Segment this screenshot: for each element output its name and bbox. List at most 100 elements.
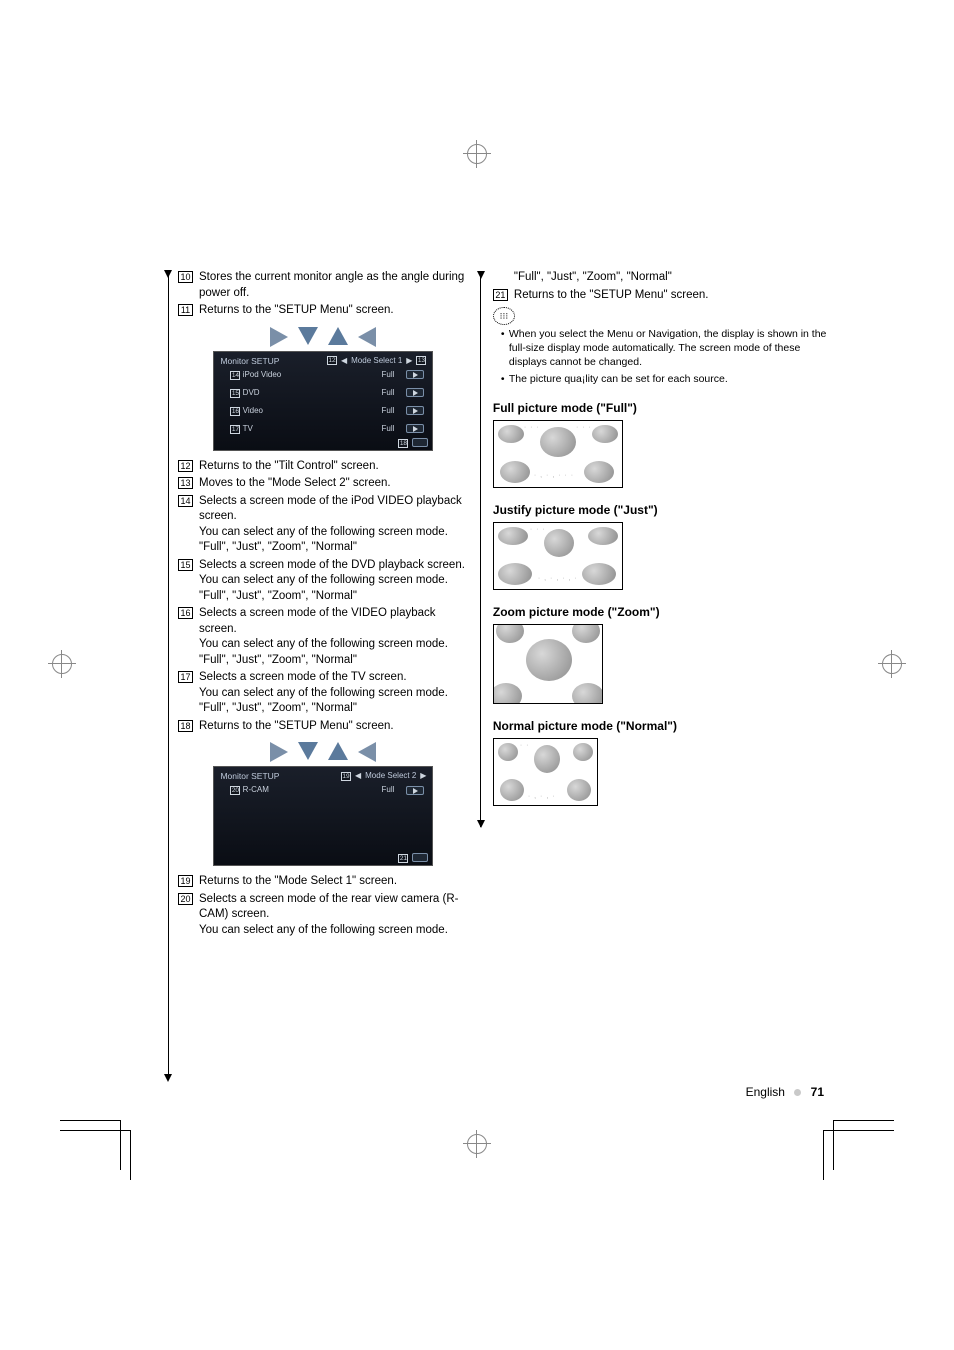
arrow-up-icon bbox=[328, 327, 348, 345]
item-text: Returns to the "SETUP Menu" screen. bbox=[199, 303, 469, 319]
item-text: "Full", "Just", "Zoom", "Normal" bbox=[514, 270, 830, 286]
item-line: "Full", "Just", "Zoom", "Normal" bbox=[199, 541, 357, 553]
callout-box: 13 bbox=[416, 356, 426, 365]
play-button-icon bbox=[406, 388, 424, 397]
screenshot-row: 20 R-CAM Full bbox=[230, 785, 424, 796]
footer-language: English bbox=[746, 1085, 785, 1099]
row-value: Full bbox=[382, 424, 401, 435]
registration-mark-icon bbox=[463, 140, 491, 168]
play-button-icon bbox=[406, 406, 424, 415]
item-number-box: 16 bbox=[178, 607, 193, 619]
registration-mark-icon bbox=[48, 650, 76, 678]
item-line: Selects a screen mode of the iPod VIDEO … bbox=[199, 495, 462, 523]
footer-page-number: 71 bbox=[811, 1085, 824, 1099]
note-list: When you select the Menu or Navigation, … bbox=[501, 327, 830, 386]
item-text: Returns to the "SETUP Menu" screen. bbox=[514, 288, 830, 304]
screenshot-title: Monitor SETUP bbox=[220, 771, 279, 782]
arrow-left-icon bbox=[358, 327, 376, 347]
screenshot-header-right: 19 ◀ Mode Select 2 ▶ bbox=[341, 771, 426, 782]
item-line: Selects a screen mode of the TV screen. bbox=[199, 671, 407, 683]
callout-box: 18 bbox=[398, 439, 408, 448]
row-value: Full bbox=[382, 406, 401, 417]
note-bullet: When you select the Menu or Navigation, … bbox=[501, 327, 830, 370]
column-rule-arrow-icon bbox=[164, 1074, 172, 1082]
numbered-item: 18 Returns to the "SETUP Menu" screen. bbox=[178, 719, 469, 735]
item-text: Selects a screen mode of the iPod VIDEO … bbox=[199, 494, 469, 556]
arrow-right-icon bbox=[270, 742, 288, 762]
footer-dot-icon bbox=[794, 1089, 801, 1096]
callout-box: 19 bbox=[341, 772, 351, 781]
arrow-up-icon bbox=[328, 742, 348, 760]
item-number-box: 19 bbox=[178, 875, 193, 887]
mode-heading: Justify picture mode ("Just") bbox=[493, 502, 830, 518]
arrow-down-icon bbox=[298, 327, 318, 345]
numbered-item: 21 Returns to the "SETUP Menu" screen. bbox=[493, 288, 830, 304]
callout-box: 15 bbox=[230, 389, 240, 398]
right-column: "Full", "Just", "Zoom", "Normal" 21 Retu… bbox=[493, 270, 830, 940]
item-line: "Full", "Just", "Zoom", "Normal" bbox=[199, 590, 357, 602]
nav-arrow-row bbox=[178, 742, 469, 762]
item-number-box: 18 bbox=[178, 720, 193, 732]
screenshot-title: Monitor SETUP bbox=[220, 356, 279, 367]
item-line: Selects a screen mode of the rear view c… bbox=[199, 893, 459, 921]
picture-mode-normal-figure: · · · , · , · bbox=[493, 738, 598, 806]
item-line: "Full", "Just", "Zoom", "Normal" bbox=[199, 702, 357, 714]
ui-screenshot-mode-select-2: Monitor SETUP 19 ◀ Mode Select 2 ▶ 20 R-… bbox=[213, 766, 433, 866]
item-number-box: 10 bbox=[178, 271, 193, 283]
numbered-item: 12Returns to the "Tilt Control" screen. bbox=[178, 459, 469, 475]
nav-arrow-row bbox=[178, 327, 469, 347]
item-number-box: 17 bbox=[178, 671, 193, 683]
screenshot-mode-label: Mode Select 2 bbox=[365, 771, 416, 782]
arrow-right-icon bbox=[270, 327, 288, 347]
picture-mode-full-figure: · · · · · · · , · , · · · bbox=[493, 420, 623, 488]
item-text: Selects a screen mode of the rear view c… bbox=[199, 892, 469, 939]
mode-heading: Normal picture mode ("Normal") bbox=[493, 718, 830, 734]
return-button-icon bbox=[412, 853, 428, 862]
item-line: Selects a screen mode of the VIDEO playb… bbox=[199, 607, 436, 635]
screenshot-header-right: 12 ◀ Mode Select 1 ▶ 13 bbox=[327, 356, 426, 367]
row-label: iPod Video bbox=[243, 370, 282, 379]
item-text: Selects a screen mode of the VIDEO playb… bbox=[199, 606, 469, 668]
item-text: Returns to the "SETUP Menu" screen. bbox=[199, 719, 469, 735]
registration-mark-icon bbox=[463, 1130, 491, 1158]
numbered-item: 10 Stores the current monitor angle as t… bbox=[178, 270, 469, 301]
row-value: Full bbox=[382, 370, 401, 381]
numbered-item: 11 Returns to the "SETUP Menu" screen. bbox=[178, 303, 469, 319]
item-text: Stores the current monitor angle as the … bbox=[199, 270, 469, 301]
callout-box: 12 bbox=[327, 356, 337, 365]
row-label: DVD bbox=[243, 388, 260, 397]
screenshot-row: 16 Video Full bbox=[230, 406, 424, 417]
row-value: Full bbox=[382, 388, 401, 399]
numbered-item: 16 Selects a screen mode of the VIDEO pl… bbox=[178, 606, 469, 668]
item-number-box: 11 bbox=[178, 304, 193, 316]
numbered-item-continuation: "Full", "Just", "Zoom", "Normal" bbox=[493, 270, 830, 286]
item-line: You can select any of the following scre… bbox=[199, 574, 448, 586]
numbered-item: 20 Selects a screen mode of the rear vie… bbox=[178, 892, 469, 939]
item-number-box: 20 bbox=[178, 893, 193, 905]
numbered-item: 17 Selects a screen mode of the TV scree… bbox=[178, 670, 469, 717]
item-text: Returns to the "Tilt Control" screen. bbox=[199, 459, 469, 475]
numbered-item: 19Returns to the "Mode Select 1" screen. bbox=[178, 874, 469, 890]
row-label: Video bbox=[243, 406, 263, 415]
ui-screenshot-mode-select-1: Monitor SETUP 12 ◀ Mode Select 1 ▶ 13 14… bbox=[213, 351, 433, 451]
arrow-left-icon bbox=[358, 742, 376, 762]
page-content: 10 Stores the current monitor angle as t… bbox=[130, 270, 830, 940]
callout-box: 20 bbox=[230, 786, 240, 795]
play-button-icon bbox=[406, 786, 424, 795]
mode-heading: Zoom picture mode ("Zoom") bbox=[493, 604, 830, 620]
picture-mode-zoom-figure bbox=[493, 624, 603, 704]
item-number-box: 21 bbox=[493, 289, 508, 301]
picture-mode-just-figure: · · · · , · , · , · bbox=[493, 522, 623, 590]
row-value: Full bbox=[382, 785, 401, 796]
numbered-item: 13Moves to the "Mode Select 2" screen. bbox=[178, 476, 469, 492]
callout-box: 17 bbox=[230, 425, 240, 434]
note-icon: ⁝⁝⁝ bbox=[493, 307, 515, 325]
item-line: You can select any of the following scre… bbox=[199, 687, 448, 699]
screenshot-row: 17 TV Full bbox=[230, 424, 424, 435]
item-line: You can select any of the following scre… bbox=[199, 526, 448, 538]
callout-box: 16 bbox=[230, 407, 240, 416]
numbered-item: 15 Selects a screen mode of the DVD play… bbox=[178, 558, 469, 605]
item-number-box: 14 bbox=[178, 495, 193, 507]
item-text: Selects a screen mode of the TV screen. … bbox=[199, 670, 469, 717]
play-button-icon bbox=[406, 370, 424, 379]
